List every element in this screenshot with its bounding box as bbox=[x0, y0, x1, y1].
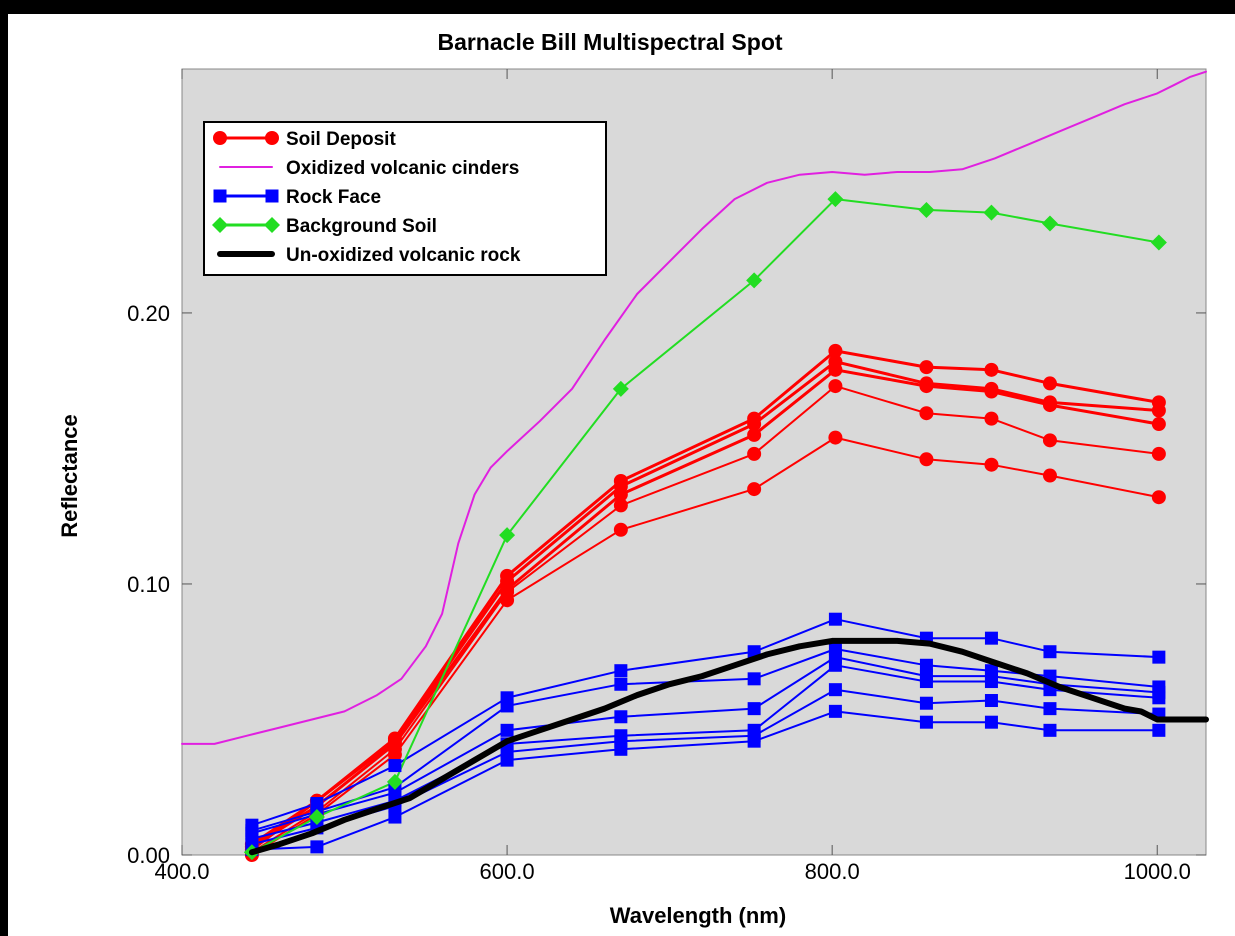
background-soil-point bbox=[612, 380, 629, 397]
background-soil-point bbox=[918, 201, 935, 218]
x-tick-label: 400.0 bbox=[154, 859, 209, 884]
rock-face-point bbox=[828, 612, 842, 626]
reflectance-chart: Barnacle Bill Multispectral Spot 400.0 60… bbox=[57, 29, 1209, 928]
rock-face-point bbox=[919, 696, 933, 710]
legend-marker-background-soil bbox=[212, 217, 228, 233]
rock-face-point bbox=[310, 840, 324, 854]
soil-deposit-point bbox=[919, 452, 934, 467]
legend-label-background-soil: Background Soil bbox=[286, 216, 437, 237]
rock-face-point bbox=[984, 675, 998, 689]
soil-deposit-point bbox=[984, 362, 999, 377]
x-tick-label: 600.0 bbox=[480, 859, 535, 884]
rock-face-point bbox=[1043, 702, 1057, 716]
y-tick-label: 0.10 bbox=[127, 572, 170, 597]
soil-deposit-point bbox=[1042, 398, 1057, 413]
rock-face-point bbox=[984, 715, 998, 729]
legend-marker-background-soil bbox=[264, 217, 280, 233]
un-oxidized-volcanic-rock-line bbox=[248, 637, 1209, 856]
rock-face-point bbox=[828, 704, 842, 718]
rock-face-point bbox=[1043, 723, 1057, 737]
rock-face-point bbox=[1152, 691, 1166, 705]
background-soil-point bbox=[746, 272, 763, 289]
soil-deposit-point bbox=[387, 747, 402, 762]
soil-deposit-point bbox=[613, 498, 628, 513]
legend-label-soil-deposit: Soil Deposit bbox=[286, 129, 396, 150]
rock-face-point bbox=[388, 759, 402, 773]
legend-marker-rock-face bbox=[265, 189, 279, 203]
legend-label-oxidized-volcanic-cinders: Oxidized volcanic cinders bbox=[286, 158, 519, 179]
rock-face-point bbox=[747, 702, 761, 716]
rock-face-point bbox=[614, 742, 628, 756]
x-tick-label: 800.0 bbox=[805, 859, 860, 884]
y-axis-label: Reflectance bbox=[57, 414, 82, 538]
rock-face-point bbox=[919, 715, 933, 729]
chart-title: Barnacle Bill Multispectral Spot bbox=[437, 29, 782, 55]
legend: Soil Deposit Oxidized volcanic cinders Roc… bbox=[203, 121, 607, 276]
rock-face-point bbox=[1152, 650, 1166, 664]
rock-face-point bbox=[919, 658, 933, 672]
chart-frame: Barnacle Bill Multispectral Spot 400.0 60… bbox=[8, 14, 1235, 936]
background-soil-point bbox=[499, 527, 516, 544]
rock-face-point bbox=[828, 683, 842, 697]
soil-deposit-point bbox=[919, 360, 934, 375]
rock-face-point bbox=[984, 694, 998, 708]
soil-deposit-point bbox=[919, 406, 934, 421]
soil-deposit-point bbox=[747, 482, 762, 497]
soil-deposit-point bbox=[1151, 403, 1166, 418]
rock-face-point bbox=[747, 672, 761, 686]
soil-deposit-point bbox=[919, 379, 934, 394]
data-markers bbox=[243, 191, 1209, 862]
soil-deposit-point bbox=[613, 522, 628, 537]
oxidized-volcanic-cinders-line bbox=[181, 70, 1207, 745]
rock-face-point bbox=[984, 631, 998, 645]
rock-face-point bbox=[828, 658, 842, 672]
background-soil-point bbox=[386, 773, 403, 790]
rock-face-point bbox=[388, 810, 402, 824]
rock-face-point bbox=[500, 699, 514, 713]
x-axis-label: Wavelength (nm) bbox=[610, 903, 786, 928]
soil-deposit-point bbox=[1042, 376, 1057, 391]
rock-face-point bbox=[919, 675, 933, 689]
x-tick-label: 1000.0 bbox=[1124, 859, 1191, 884]
soil-deposit-point bbox=[1151, 446, 1166, 461]
soil-deposit-point bbox=[1151, 417, 1166, 432]
soil-deposit-point bbox=[828, 362, 843, 377]
soil-deposit-point bbox=[984, 411, 999, 426]
rock-face-point bbox=[747, 734, 761, 748]
legend-marker-rock-face bbox=[213, 189, 227, 203]
y-tick-label: 0.00 bbox=[127, 843, 170, 868]
legend-marker-soil-deposit bbox=[265, 131, 279, 145]
soil-deposit-point bbox=[1042, 433, 1057, 448]
axes: 400.0 600.0 800.0 1000.0 0.00 0.10 0.20 bbox=[127, 69, 1206, 884]
soil-deposit-point bbox=[747, 417, 762, 432]
soil-deposit-point bbox=[747, 427, 762, 442]
soil-deposit-point bbox=[613, 487, 628, 502]
rock-face-point bbox=[614, 710, 628, 724]
soil-deposit-point bbox=[828, 430, 843, 445]
rock-face-point bbox=[614, 664, 628, 678]
soil-deposit-point bbox=[747, 446, 762, 461]
background-soil-point bbox=[1150, 234, 1167, 251]
y-tick-label: 0.20 bbox=[127, 301, 170, 326]
background-soil-point bbox=[827, 191, 844, 208]
legend-marker-soil-deposit bbox=[213, 131, 227, 145]
background-soil-point bbox=[308, 809, 325, 826]
legend-label-rock-face: Rock Face bbox=[286, 187, 381, 208]
soil-deposit-point bbox=[1042, 468, 1057, 483]
rock-face-point bbox=[1152, 723, 1166, 737]
soil-deposit-point bbox=[984, 384, 999, 399]
rock-face-point bbox=[1043, 645, 1057, 659]
legend-label-un-oxidized-volcanic-rock: Un-oxidized volcanic rock bbox=[286, 245, 521, 266]
soil-deposit-point bbox=[500, 593, 515, 608]
background-soil-point bbox=[1041, 215, 1058, 232]
soil-deposit-point bbox=[828, 343, 843, 358]
soil-deposit-point bbox=[984, 457, 999, 472]
rock-face-point bbox=[614, 677, 628, 691]
soil-deposit-point bbox=[1151, 490, 1166, 505]
rock-face-point bbox=[500, 723, 514, 737]
rock-face-point bbox=[500, 753, 514, 767]
soil-deposit-point bbox=[828, 379, 843, 394]
background-soil-point bbox=[983, 204, 1000, 221]
